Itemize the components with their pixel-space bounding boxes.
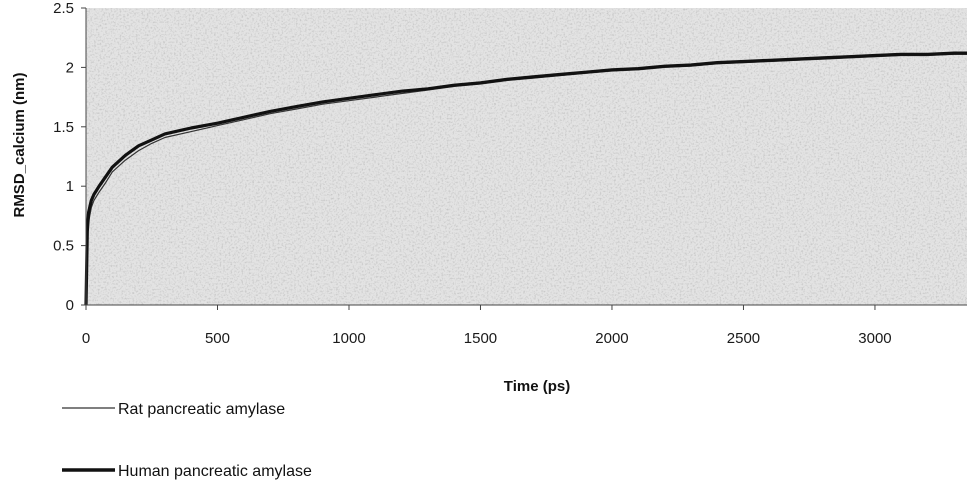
y-tick-label: 2 <box>66 59 74 76</box>
x-tick-label: 500 <box>205 330 230 347</box>
y-tick-label: 2.5 <box>53 0 74 17</box>
legend-label-rat: Rat pancreatic amylase <box>118 401 285 418</box>
y-axis-title: RMSD_calcium (nm) <box>11 72 28 217</box>
y-tick-label: 0.5 <box>53 238 74 255</box>
x-tick-label: 0 <box>82 330 90 347</box>
y-ticks: 0 0.5 1 1.5 2 2.5 <box>53 0 86 314</box>
legend-label-human: Human pancreatic amylase <box>118 463 312 480</box>
legend: Rat pancreatic amylase Human pancreatic … <box>62 401 312 480</box>
series-layer <box>84 51 967 306</box>
x-tick-label: 2500 <box>727 330 760 347</box>
y-tick-label: 1 <box>66 178 74 195</box>
plot-area-texture <box>86 8 967 305</box>
x-ticks: 0 500 1000 1500 2000 2500 3000 <box>82 305 892 347</box>
x-tick-label: 2000 <box>595 330 628 347</box>
y-tick-label: 1.5 <box>53 119 74 136</box>
x-tick-label: 3000 <box>858 330 891 347</box>
y-tick-label: 0 <box>66 297 74 314</box>
x-tick-label: 1500 <box>464 330 497 347</box>
x-axis-title: Time (ps) <box>504 378 570 395</box>
x-tick-label: 1000 <box>332 330 365 347</box>
series-line-human <box>84 51 967 306</box>
